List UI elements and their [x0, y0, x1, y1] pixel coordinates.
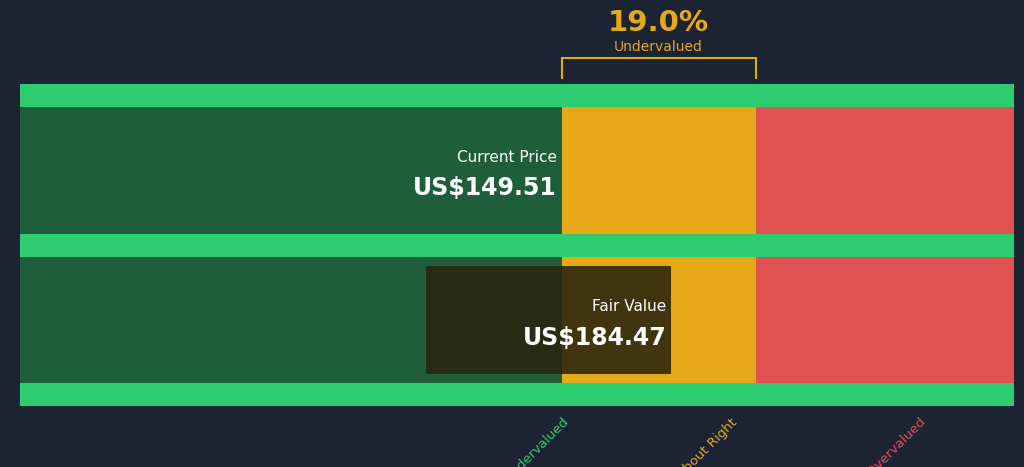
Bar — [20, 234, 1014, 257]
Text: 20% Overvalued: 20% Overvalued — [841, 416, 929, 467]
Text: Current Price: Current Price — [457, 150, 557, 165]
Bar — [20, 84, 562, 406]
Text: US$149.51: US$149.51 — [413, 176, 557, 200]
Text: Fair Value: Fair Value — [592, 299, 667, 314]
Text: About Right: About Right — [675, 416, 740, 467]
Bar — [20, 383, 1014, 406]
Bar — [562, 84, 756, 406]
Bar — [286, 117, 562, 224]
Bar — [756, 84, 1014, 406]
Text: 20% Undervalued: 20% Undervalued — [477, 416, 571, 467]
Text: Undervalued: Undervalued — [614, 40, 703, 54]
Bar — [426, 266, 672, 374]
Text: US$184.47: US$184.47 — [522, 325, 667, 350]
Text: 19.0%: 19.0% — [608, 9, 710, 37]
Bar — [20, 84, 1014, 107]
